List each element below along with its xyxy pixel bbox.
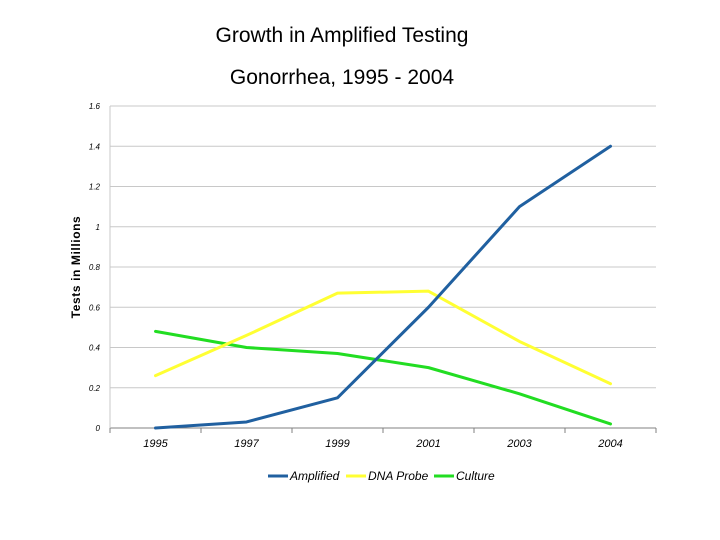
legend: Amplified DNA Probe Culture: [268, 469, 495, 483]
x-tick-label: 1997: [234, 438, 259, 450]
y-tick-label: 0.4: [89, 344, 101, 353]
y-tick-label: 0.6: [89, 303, 101, 312]
grid-lines: [110, 105, 656, 429]
axes: [109, 106, 657, 433]
y-tick-label: 0.8: [89, 263, 101, 272]
series-line-dna-probe: [154, 289, 612, 386]
y-tick-label: 0: [96, 424, 101, 433]
x-tick-label: 2001: [415, 438, 440, 450]
y-tick-label: 1.6: [89, 102, 101, 111]
y-tick-label: 1.4: [89, 142, 101, 151]
series-line-culture: [154, 329, 612, 426]
x-tick-label: 1999: [325, 438, 349, 450]
y-tick-label: 1: [96, 223, 100, 232]
y-tick-labels: 0 0.2 0.4 0.6 0.8 1 1.2 1.4 1.6: [89, 102, 101, 433]
x-tick-label: 2003: [506, 438, 532, 450]
y-axis-label: Tests in Millions: [69, 216, 83, 319]
legend-label-amplified: Amplified: [289, 469, 340, 483]
series-lines: [154, 144, 612, 430]
x-tick-labels: 1995 1997 1999 2001 2003 2004: [143, 438, 622, 450]
series-line-amplified: [154, 144, 612, 430]
y-tick-label: 1.2: [89, 183, 101, 192]
legend-label-dna-probe: DNA Probe: [368, 469, 429, 483]
y-tick-label: 0.2: [89, 384, 101, 393]
chart-title: Growth in Amplified Testing: [215, 24, 469, 47]
x-tick-label: 2004: [597, 438, 622, 450]
legend-label-culture: Culture: [456, 469, 495, 483]
x-tick-label: 1995: [143, 438, 168, 450]
chart-subtitle: Gonorrhea, 1995 - 2004: [229, 66, 455, 89]
